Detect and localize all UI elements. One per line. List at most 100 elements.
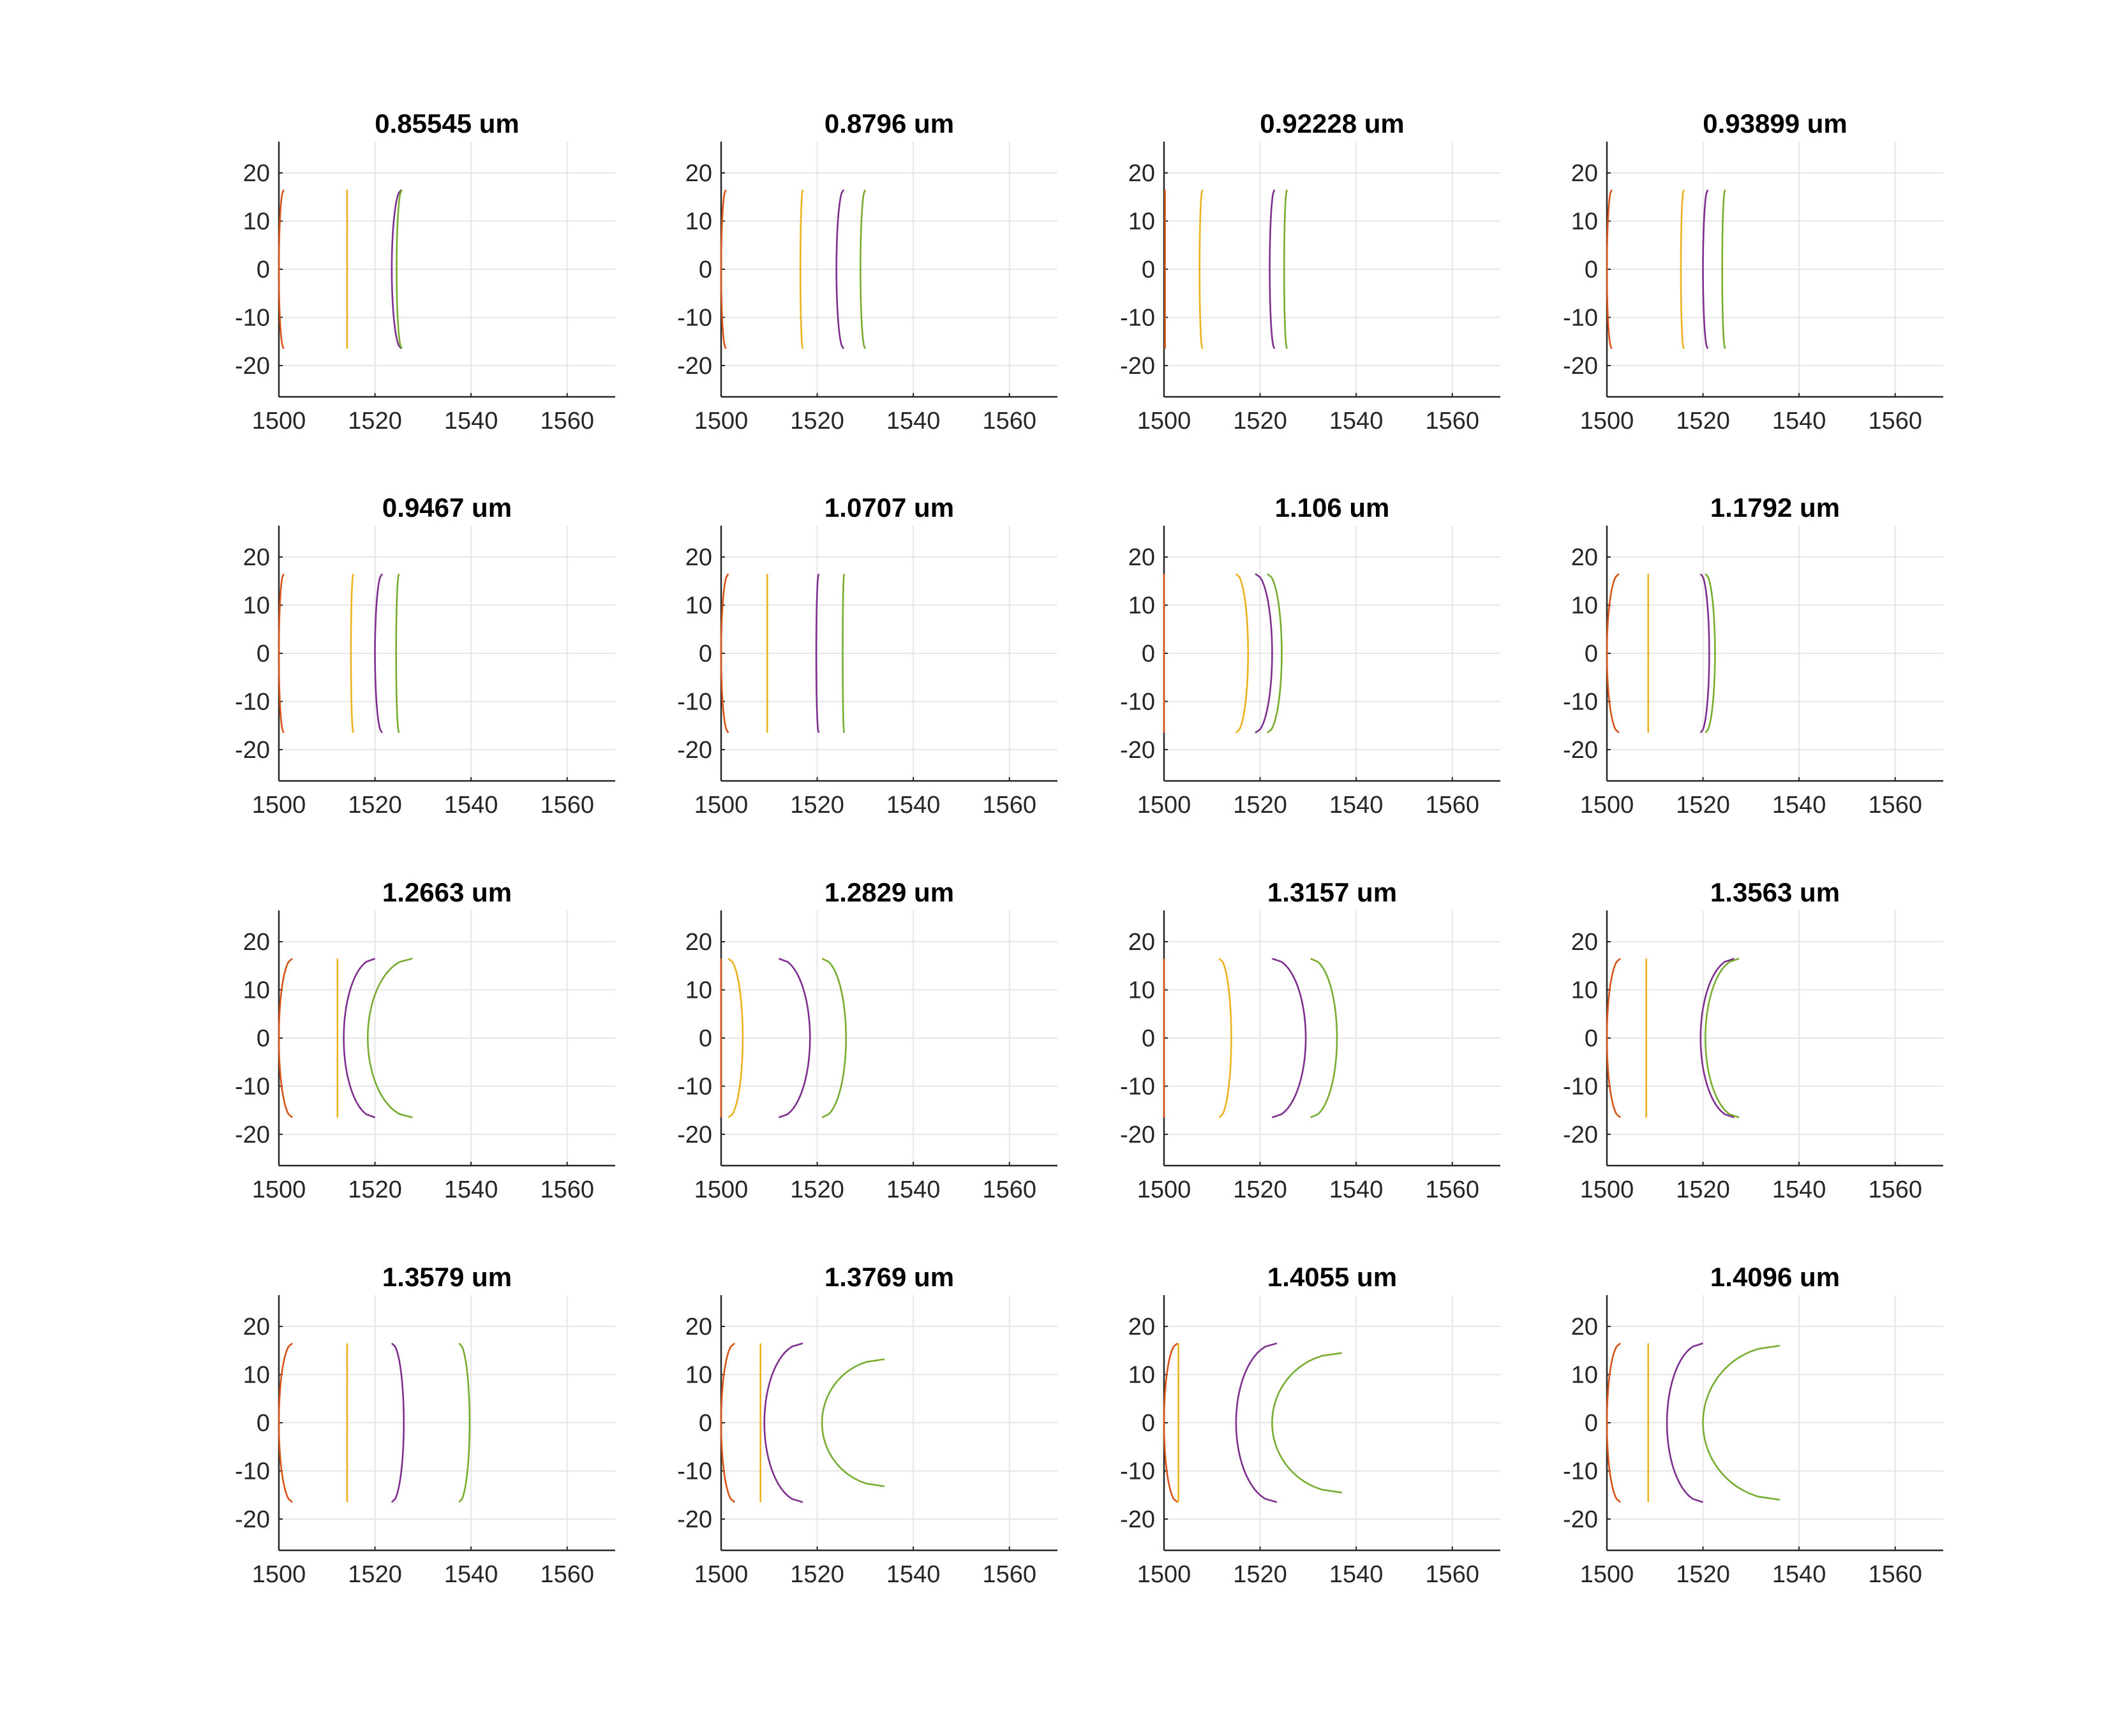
y-tick-label: 0 — [1142, 641, 1155, 667]
x-tick-label: 1520 — [1676, 1561, 1730, 1588]
x-tick-label: 1560 — [1868, 792, 1922, 819]
series-4-curve — [1721, 189, 1726, 349]
x-tick-label: 1500 — [1137, 792, 1191, 819]
subplot-6: 1500 1520 1540 1560 20 10 0 -10 -20 1.0707 um — [677, 493, 1057, 819]
x-tick-label: 1560 — [1868, 1561, 1922, 1588]
x-tick-label: 1560 — [540, 1176, 594, 1203]
x-tick-label: 1520 — [1676, 408, 1730, 434]
series-4-curve — [821, 1358, 885, 1487]
y-tick-label: -10 — [1120, 1073, 1155, 1100]
y-tick-label: 20 — [1128, 1314, 1155, 1340]
x-tick-label: 1500 — [1580, 408, 1634, 434]
series-2-curve — [799, 189, 804, 349]
y-tick-label: -10 — [1563, 1073, 1598, 1100]
x-tick-label: 1540 — [886, 1176, 941, 1203]
x-tick-label: 1500 — [252, 792, 306, 819]
series-1-curve — [278, 573, 285, 734]
y-tick-label: -20 — [1563, 737, 1598, 764]
x-tick-label: 1520 — [1233, 1561, 1287, 1588]
y-tick-label: 0 — [1585, 641, 1598, 667]
y-tick-label: -10 — [235, 304, 270, 331]
y-tick-label: 20 — [243, 544, 270, 571]
y-tick-label: -20 — [1563, 1506, 1598, 1533]
series-1-curve — [720, 573, 729, 734]
series-1-curve — [720, 189, 727, 350]
series-3-curve — [1271, 958, 1307, 1118]
subplot-12: 1500 1520 1540 1560 20 10 0 -10 -20 1.3563 um — [1563, 877, 1943, 1203]
x-tick-label: 1520 — [790, 792, 844, 819]
y-tick-label: -10 — [1563, 688, 1598, 715]
series-3-curve — [835, 189, 845, 350]
x-tick-label: 1520 — [348, 792, 402, 819]
x-tick-label: 1520 — [790, 1176, 844, 1203]
x-tick-label: 1540 — [1329, 1176, 1384, 1203]
series-4-curve — [396, 189, 403, 350]
x-tick-label: 1540 — [444, 1176, 498, 1203]
series-2-curve — [1680, 189, 1685, 349]
series-4-curve — [1705, 573, 1716, 734]
series-1-curve — [278, 1342, 293, 1503]
y-tick-label: 20 — [243, 1314, 270, 1340]
y-tick-label: -10 — [677, 304, 712, 331]
y-tick-label: -20 — [235, 1506, 270, 1533]
series-4-curve — [1271, 1352, 1342, 1494]
y-tick-label: 20 — [243, 929, 270, 956]
subplot-16: 1500 1520 1540 1560 20 10 0 -10 -20 1.4096 um — [1563, 1262, 1943, 1588]
series-1-curve — [1163, 1342, 1178, 1503]
subplot-title: 1.0707 um — [825, 493, 954, 523]
series-2-curve — [1235, 573, 1250, 734]
y-tick-label: 20 — [1571, 929, 1598, 956]
x-tick-label: 1540 — [444, 1561, 498, 1588]
y-tick-label: -20 — [235, 353, 270, 380]
y-tick-label: -10 — [235, 1458, 270, 1485]
subplot-title: 1.4096 um — [1710, 1262, 1840, 1292]
y-tick-label: -10 — [1563, 304, 1598, 331]
y-tick-label: -20 — [1563, 353, 1598, 380]
y-tick-label: 10 — [685, 1362, 712, 1389]
x-tick-label: 1520 — [1233, 1176, 1287, 1203]
y-tick-label: 20 — [1571, 160, 1598, 187]
x-tick-label: 1500 — [1580, 1176, 1634, 1203]
y-tick-label: -10 — [235, 688, 270, 715]
y-tick-label: 10 — [1128, 209, 1155, 235]
x-tick-label: 1560 — [1868, 408, 1922, 434]
series-4-curve — [366, 958, 413, 1118]
x-tick-label: 1560 — [1425, 408, 1479, 434]
y-tick-label: -10 — [1120, 688, 1155, 715]
y-tick-label: -10 — [1120, 304, 1155, 331]
y-tick-label: -20 — [1120, 353, 1155, 380]
x-tick-label: 1500 — [252, 1561, 306, 1588]
subplot-7: 1500 1520 1540 1560 20 10 0 -10 -20 1.106 um — [1120, 493, 1500, 819]
y-tick-label: -20 — [677, 737, 712, 764]
y-tick-label: -20 — [1120, 737, 1155, 764]
y-tick-label: -10 — [1563, 1458, 1598, 1485]
series-3-curve — [815, 574, 820, 733]
y-tick-label: 0 — [1142, 1025, 1155, 1052]
subplot-title: 1.4055 um — [1267, 1262, 1397, 1292]
y-tick-label: -10 — [1120, 1458, 1155, 1485]
subplot-title: 1.1792 um — [1710, 493, 1840, 523]
x-tick-label: 1500 — [694, 792, 749, 819]
subplot-15: 1500 1520 1540 1560 20 10 0 -10 -20 1.4055 um — [1120, 1262, 1500, 1588]
y-tick-label: 20 — [1571, 544, 1598, 571]
x-tick-label: 1540 — [886, 408, 941, 434]
subplot-title: 0.93899 um — [1703, 108, 1847, 138]
y-tick-label: 10 — [243, 1362, 270, 1389]
series-2-curve — [1198, 189, 1204, 349]
y-tick-label: 10 — [1128, 593, 1155, 619]
y-tick-label: 0 — [1585, 1025, 1598, 1052]
series-3-curve — [391, 1342, 405, 1503]
series-1-curve — [1606, 189, 1613, 350]
series-3-curve — [1269, 189, 1276, 350]
series-2-curve — [728, 958, 744, 1118]
series-1-curve — [720, 1342, 735, 1503]
y-tick-label: 0 — [699, 1025, 712, 1052]
subplot-5: 1500 1520 1540 1560 20 10 0 -10 -20 0.9467 um — [235, 493, 615, 819]
subplot-4: 1500 1520 1540 1560 20 10 0 -10 -20 0.93899 um — [1563, 108, 1943, 434]
y-tick-label: 0 — [257, 641, 270, 667]
y-tick-label: 0 — [257, 1410, 270, 1437]
x-tick-label: 1540 — [1772, 1176, 1826, 1203]
x-tick-label: 1540 — [1329, 792, 1384, 819]
subplot-3: 1500 1520 1540 1560 20 10 0 -10 -20 0.92228 um — [1120, 108, 1500, 434]
x-tick-label: 1520 — [348, 408, 402, 434]
